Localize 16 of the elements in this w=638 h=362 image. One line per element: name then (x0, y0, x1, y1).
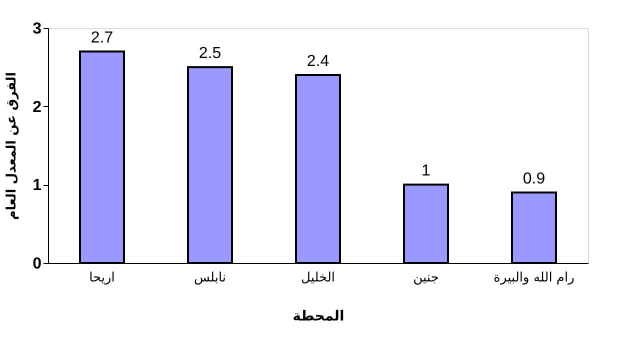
x-tick-label: نابلس (194, 270, 226, 286)
x-axis-title: المحطة (292, 308, 344, 324)
data-label: 2.7 (90, 30, 114, 46)
x-tick-label: جنين (413, 270, 439, 286)
y-axis-title: الفرق عن المعدل العام (4, 72, 20, 220)
y-tick-label: 1 (32, 177, 42, 194)
x-tick-label: الخليل (300, 270, 336, 286)
y-tick-label: 3 (32, 20, 42, 38)
data-label: 2.5 (198, 45, 222, 62)
data-label: 2.4 (306, 53, 330, 70)
data-label: 1 (422, 162, 431, 180)
x-tick-label: اريحا (89, 270, 115, 286)
x-tick-label: رام الله والبيرة (494, 270, 574, 286)
y-tick-label: 2 (32, 98, 42, 116)
y-tick-label: 0 (32, 256, 42, 272)
data-label: 0.9 (522, 170, 546, 188)
